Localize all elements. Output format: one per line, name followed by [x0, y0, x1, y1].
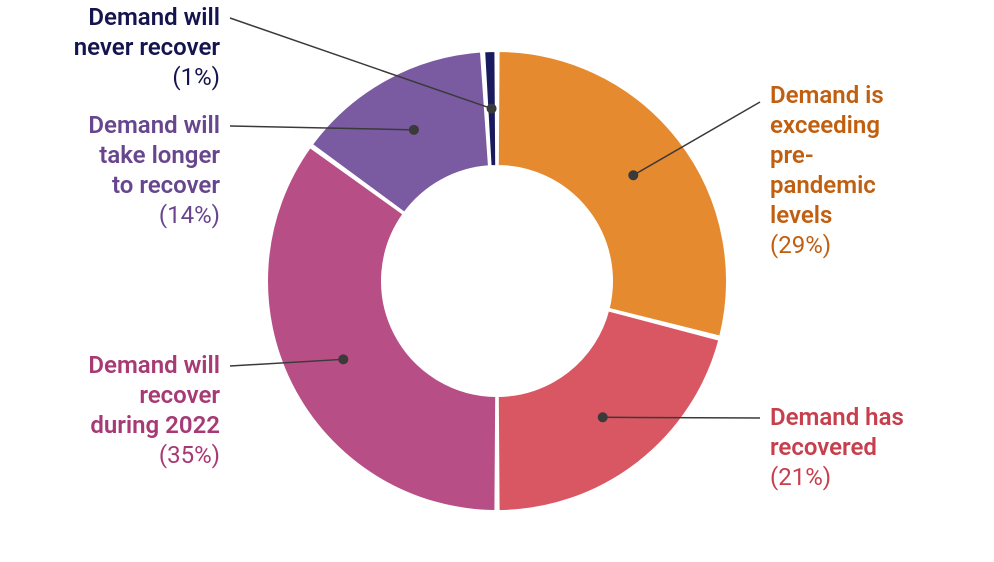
- donut-chart-container: Demand isexceedingpre-pandemiclevels(29%…: [0, 0, 994, 562]
- label-percent-longer: (14%): [20, 200, 220, 230]
- label-title-during2022: Demand willrecoverduring 2022: [20, 350, 220, 440]
- label-title-never: Demand willnever recover: [5, 2, 220, 62]
- slice-during2022: [267, 147, 496, 511]
- leader-line-recovered: [603, 417, 760, 418]
- label-title-exceeding: Demand isexceedingpre-pandemiclevels: [770, 80, 970, 230]
- label-percent-exceeding: (29%): [770, 230, 970, 260]
- label-longer: Demand willtake longerto recover(14%): [20, 110, 220, 230]
- slice-recovered: [498, 310, 720, 511]
- slice-exceeding: [498, 51, 727, 337]
- label-title-longer: Demand willtake longerto recover: [20, 110, 220, 200]
- label-percent-recovered: (21%): [770, 462, 980, 492]
- label-exceeding: Demand isexceedingpre-pandemiclevels(29%…: [770, 80, 970, 260]
- label-recovered: Demand hasrecovered(21%): [770, 402, 980, 492]
- label-never: Demand willnever recover(1%): [5, 2, 220, 92]
- label-during2022: Demand willrecoverduring 2022(35%): [20, 350, 220, 470]
- label-percent-never: (1%): [5, 62, 220, 92]
- label-percent-during2022: (35%): [20, 440, 220, 470]
- label-title-recovered: Demand hasrecovered: [770, 402, 980, 462]
